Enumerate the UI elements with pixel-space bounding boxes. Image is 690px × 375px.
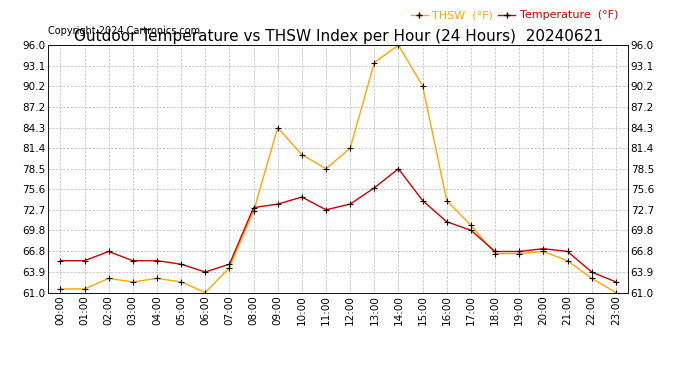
Legend: THSW  (°F), Temperature  (°F): THSW (°F), Temperature (°F) xyxy=(406,6,622,25)
Text: Copyright 2024 Cartronics.com: Copyright 2024 Cartronics.com xyxy=(48,26,200,36)
Title: Outdoor Temperature vs THSW Index per Hour (24 Hours)  20240621: Outdoor Temperature vs THSW Index per Ho… xyxy=(74,29,602,44)
